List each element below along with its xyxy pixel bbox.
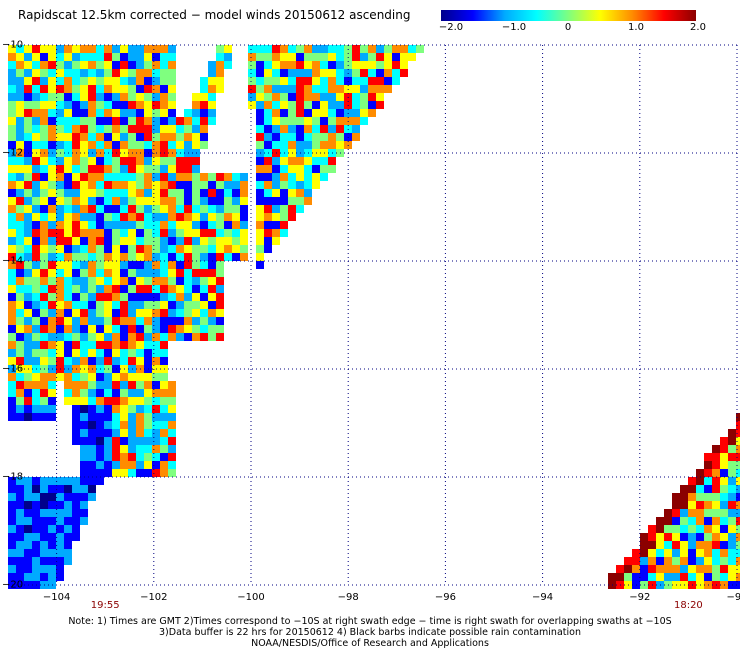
latitude-label: −12	[2, 147, 24, 159]
longitude-label: −90	[726, 592, 740, 603]
latitude-label: −14	[2, 255, 24, 267]
colorbar-tick: 2.0	[690, 22, 706, 33]
note-line-2: 3)Data buffer is 22 hrs for 20150612 4) …	[159, 627, 581, 638]
longitude-label: −96	[434, 592, 456, 603]
note-line-1: Note: 1) Times are GMT 2)Times correspon…	[68, 616, 672, 627]
longitude-label: −92	[629, 592, 651, 603]
latitude-label: −18	[2, 471, 24, 483]
longitude-label: −98	[337, 592, 359, 603]
longitude-label: −104	[42, 592, 71, 603]
colorbar-tick: 0	[564, 22, 572, 33]
latitude-label: −16	[2, 363, 24, 375]
swath-time-label: 19:55	[90, 600, 120, 611]
map-title: Rapidscat 12.5km corrected − model winds…	[18, 8, 411, 22]
note-line-3: NOAA/NESDIS/Office of Research and Appli…	[251, 638, 489, 649]
colorbar-tick: 1.0	[628, 22, 644, 33]
notes: Note: 1) Times are GMT 2)Times correspon…	[0, 616, 740, 649]
longitude-label: −100	[237, 592, 265, 603]
swath-time-label: 18:20	[673, 600, 703, 611]
wind-pixels	[8, 45, 740, 589]
latitude-label: −20	[2, 579, 24, 591]
colorbar-tick: −2.0	[438, 22, 464, 33]
longitude-label: −102	[140, 592, 168, 603]
colorbar-tick: −1.0	[501, 22, 527, 33]
colorbar	[441, 10, 696, 21]
longitude-label: −94	[532, 592, 554, 603]
latitude-label: −10	[2, 39, 24, 51]
